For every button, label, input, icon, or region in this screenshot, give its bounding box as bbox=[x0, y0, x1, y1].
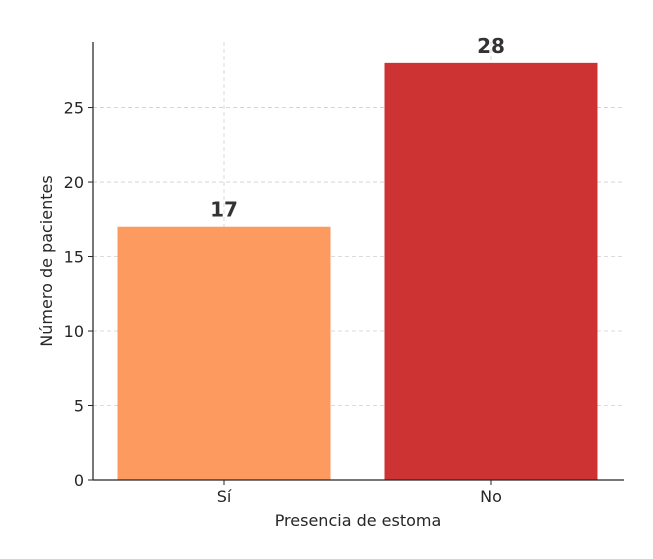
x-tick-label: Sí bbox=[217, 487, 232, 506]
y-axis-label: Número de pacientes bbox=[37, 175, 56, 346]
y-tick-label: 25 bbox=[64, 99, 84, 118]
x-axis-ticks: Sí No bbox=[217, 480, 502, 506]
y-tick-label: 15 bbox=[64, 248, 84, 267]
bar-si bbox=[117, 226, 331, 480]
y-tick-label: 10 bbox=[64, 322, 84, 341]
bars bbox=[117, 62, 598, 480]
x-axis-label: Presencia de estoma bbox=[275, 511, 442, 530]
data-label: 17 bbox=[210, 198, 238, 222]
y-axis-ticks: 0 5 10 15 20 25 bbox=[64, 99, 93, 490]
y-tick-label: 20 bbox=[64, 173, 84, 192]
x-tick-label: No bbox=[480, 487, 502, 506]
y-tick-label: 0 bbox=[74, 471, 84, 490]
bar-no bbox=[384, 62, 598, 480]
data-label: 28 bbox=[477, 34, 505, 58]
y-tick-label: 5 bbox=[74, 397, 84, 416]
